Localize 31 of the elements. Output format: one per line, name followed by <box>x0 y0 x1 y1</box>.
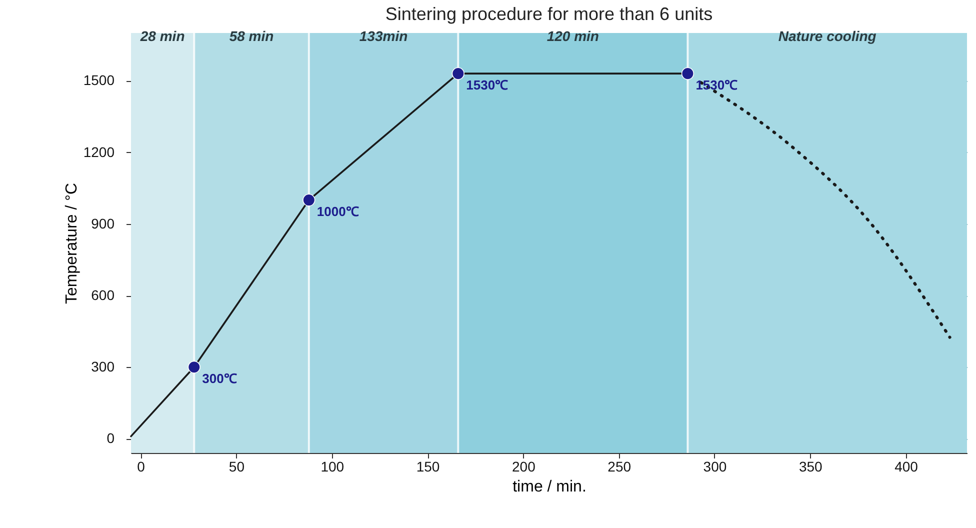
data-label: 1000℃ <box>316 204 359 220</box>
data-label: 1530℃ <box>696 78 738 93</box>
y-tick-label: 1200 <box>83 144 115 160</box>
chart-title: Sintering procedure for more than 6 units <box>385 4 713 24</box>
x-tick-label: 150 <box>416 458 440 474</box>
point <box>302 194 316 206</box>
y-tick-label: 300 <box>91 358 115 375</box>
x-tick-label: 400 <box>894 458 918 474</box>
y-tick-label: 600 <box>91 287 115 303</box>
band-label: 28 min <box>139 28 185 44</box>
data-label: 300℃ <box>202 371 237 386</box>
band-label: 58 min <box>229 28 274 44</box>
x-tick-label: 0 <box>137 458 146 474</box>
x-tick-label: 100 <box>320 458 344 474</box>
x-axis-title: time / min. <box>512 478 586 496</box>
point <box>452 67 464 80</box>
y-tick-label: 900 <box>91 215 115 232</box>
x-tick-label: 200 <box>512 458 536 474</box>
y-tick-label: 1500 <box>83 72 115 88</box>
data-label: 1530℃ <box>466 78 508 93</box>
y-tick-label: 0 <box>106 430 115 446</box>
point <box>681 67 694 80</box>
y-axis-title: Temperature / °C <box>63 182 80 304</box>
band-label: 133min <box>359 28 408 44</box>
x-tick-label: 300 <box>703 458 727 474</box>
band-label: 120 min <box>546 28 599 44</box>
x-tick-label: 250 <box>608 458 632 474</box>
point <box>188 360 200 374</box>
x-tick-label: 350 <box>798 458 823 474</box>
band-label: Nature cooling <box>778 28 877 44</box>
x-tick-label: 50 <box>228 458 245 474</box>
